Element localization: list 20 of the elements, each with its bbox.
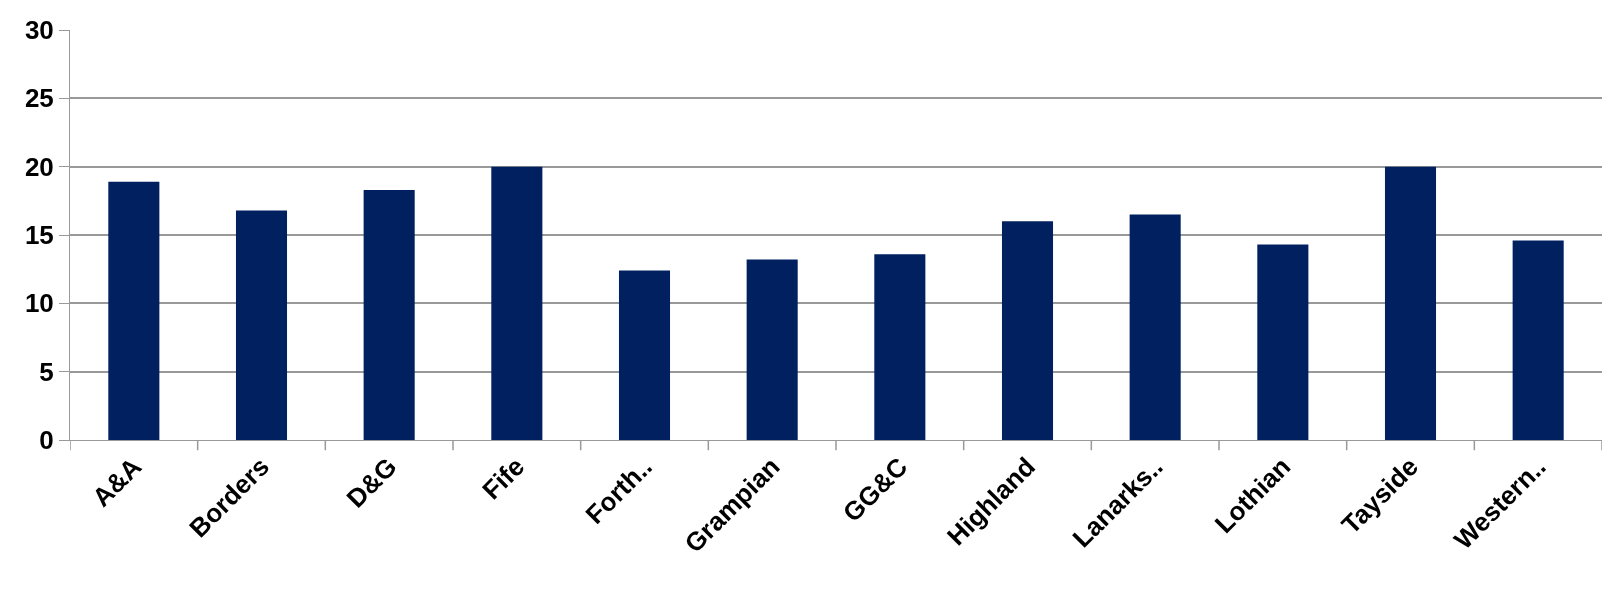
y-tick-label: 10 [24, 288, 54, 319]
bar [363, 189, 415, 440]
y-tick-label: 5 [39, 356, 54, 387]
y-tick-label: 15 [24, 220, 54, 251]
bar [746, 259, 798, 440]
bar [618, 270, 671, 440]
bar [1001, 221, 1054, 440]
bar [108, 181, 160, 440]
bar [1129, 214, 1181, 440]
y-tick-label: 0 [39, 425, 54, 456]
x-tick-label: Fife [476, 451, 531, 506]
bar [491, 166, 543, 440]
bar [235, 210, 288, 440]
bar [874, 254, 926, 440]
y-tick-label: 30 [24, 15, 54, 46]
y-tick-label: 25 [24, 83, 54, 114]
y-tick-label: 20 [24, 151, 54, 182]
bar [1512, 240, 1564, 440]
bar [1257, 244, 1309, 440]
bar [1384, 166, 1437, 440]
